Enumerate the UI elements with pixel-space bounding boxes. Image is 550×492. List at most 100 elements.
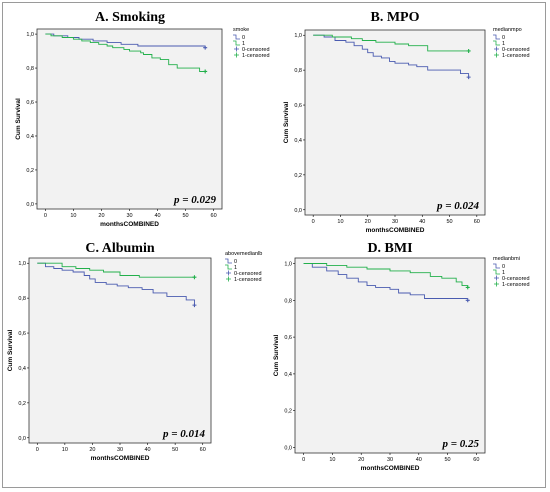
legend-title: medianbmi	[493, 256, 520, 262]
y-tick-label: 0,0	[284, 445, 292, 451]
legend-item: 1-censored	[242, 53, 270, 59]
legend-line-swatch	[233, 40, 240, 46]
y-tick-label: 0,4	[26, 134, 34, 140]
panel-title: D. BMI	[367, 241, 412, 256]
panel-title: B. MPO	[371, 10, 420, 25]
legend-item: 1	[502, 41, 505, 47]
censor-mark-1	[203, 69, 208, 74]
legend-item: 0-censored	[242, 47, 270, 53]
x-tick-label: 0	[36, 447, 39, 453]
y-tick-label: 0,4	[294, 138, 302, 144]
legend-line-swatch	[493, 34, 500, 40]
legend-item: 0-censored	[234, 271, 262, 277]
legend-censor-swatch	[494, 52, 499, 58]
x-axis-label: monthsCOMBINED	[361, 465, 420, 472]
x-tick-label: 0	[302, 457, 305, 463]
censor-mark-0	[203, 45, 208, 50]
legend-item: 1-censored	[234, 277, 262, 283]
y-axis-label: Cum Survival	[283, 102, 290, 144]
censor-mark-1	[465, 285, 470, 290]
y-tick-label: 0,6	[294, 103, 302, 109]
x-tick-label: 20	[365, 219, 371, 225]
legend-item: 1	[502, 270, 505, 276]
legend-censor-swatch	[234, 52, 239, 58]
x-tick-label: 30	[126, 213, 132, 219]
legend-item: 0	[502, 35, 505, 41]
censor-mark-0	[465, 298, 470, 303]
y-tick-label: 0,8	[26, 66, 34, 72]
x-tick-label: 60	[200, 447, 206, 453]
legend-title: abovemedianlb	[225, 251, 262, 257]
legend-censor-swatch	[494, 46, 499, 52]
x-tick-label: 30	[117, 447, 123, 453]
p-value: p = 0.25	[441, 438, 479, 450]
x-tick-label: 50	[445, 457, 451, 463]
legend-censor-swatch	[494, 275, 499, 281]
survival-curve-0	[303, 263, 468, 299]
survival-curve-1	[313, 34, 469, 52]
x-tick-label: 50	[446, 219, 452, 225]
y-tick-label: 0,2	[294, 173, 302, 179]
y-tick-label: 0,8	[18, 296, 26, 302]
y-tick-label: 0,2	[284, 409, 292, 415]
x-tick-label: 50	[172, 447, 178, 453]
legend-censor-swatch	[234, 46, 239, 52]
x-axis-label: monthsCOMBINED	[366, 227, 425, 234]
y-tick-label: 0,6	[26, 100, 34, 106]
legend-title: smoke	[233, 27, 249, 33]
panel-title: C. Albumin	[85, 241, 154, 256]
x-tick-label: 40	[419, 219, 425, 225]
legend-item: 0	[242, 35, 245, 41]
y-tick-label: 0,0	[294, 208, 302, 214]
plot-area	[36, 28, 223, 210]
y-tick-label: 1,0	[294, 33, 302, 39]
plot-area	[294, 257, 486, 454]
x-tick-label: 40	[145, 447, 151, 453]
legend-line-swatch	[493, 263, 500, 269]
y-tick-label: 0,2	[26, 168, 34, 174]
y-tick-label: 0,0	[18, 436, 26, 442]
legend-censor-swatch	[494, 281, 499, 287]
x-tick-label: 40	[416, 457, 422, 463]
y-axis-label: Cum Survival	[15, 98, 22, 140]
x-tick-label: 0	[44, 213, 47, 219]
survival-curve-1	[303, 263, 469, 288]
x-tick-label: 20	[89, 447, 95, 453]
x-tick-label: 60	[473, 457, 479, 463]
legend-title: medianmpo	[493, 27, 522, 33]
x-tick-label: 60	[474, 219, 480, 225]
y-tick-label: 1,0	[26, 32, 34, 38]
y-axis-label: Cum Survival	[7, 330, 14, 372]
x-axis-label: monthsCOMBINED	[100, 221, 159, 228]
x-tick-label: 10	[337, 219, 343, 225]
legend-line-swatch	[225, 258, 232, 264]
legend-item: 0-censored	[502, 276, 530, 282]
legend-line-swatch	[493, 269, 500, 275]
legend-line-swatch	[225, 264, 232, 270]
plot-area	[28, 257, 212, 444]
censor-mark-0	[192, 303, 197, 308]
survival-curve-0	[313, 34, 470, 76]
x-tick-label: 10	[329, 457, 335, 463]
y-tick-label: 0,8	[294, 68, 302, 74]
legend-item: 0	[234, 259, 237, 265]
y-tick-label: 0,4	[284, 372, 292, 378]
y-axis-label: Cum Survival	[273, 335, 280, 377]
survival-curve-0	[37, 262, 195, 304]
legend-censor-swatch	[226, 276, 231, 282]
censor-mark-1	[192, 275, 197, 280]
legend-censor-swatch	[226, 270, 231, 276]
y-tick-label: 1,0	[18, 261, 26, 267]
x-tick-label: 30	[387, 457, 393, 463]
x-tick-label: 60	[211, 213, 217, 219]
y-tick-label: 0,8	[284, 298, 292, 304]
p-value: p = 0.029	[173, 194, 217, 206]
y-tick-label: 0,6	[18, 331, 26, 337]
panel-title: A. Smoking	[95, 10, 165, 25]
y-tick-label: 0,0	[26, 202, 34, 208]
p-value: p = 0.024	[436, 200, 480, 212]
